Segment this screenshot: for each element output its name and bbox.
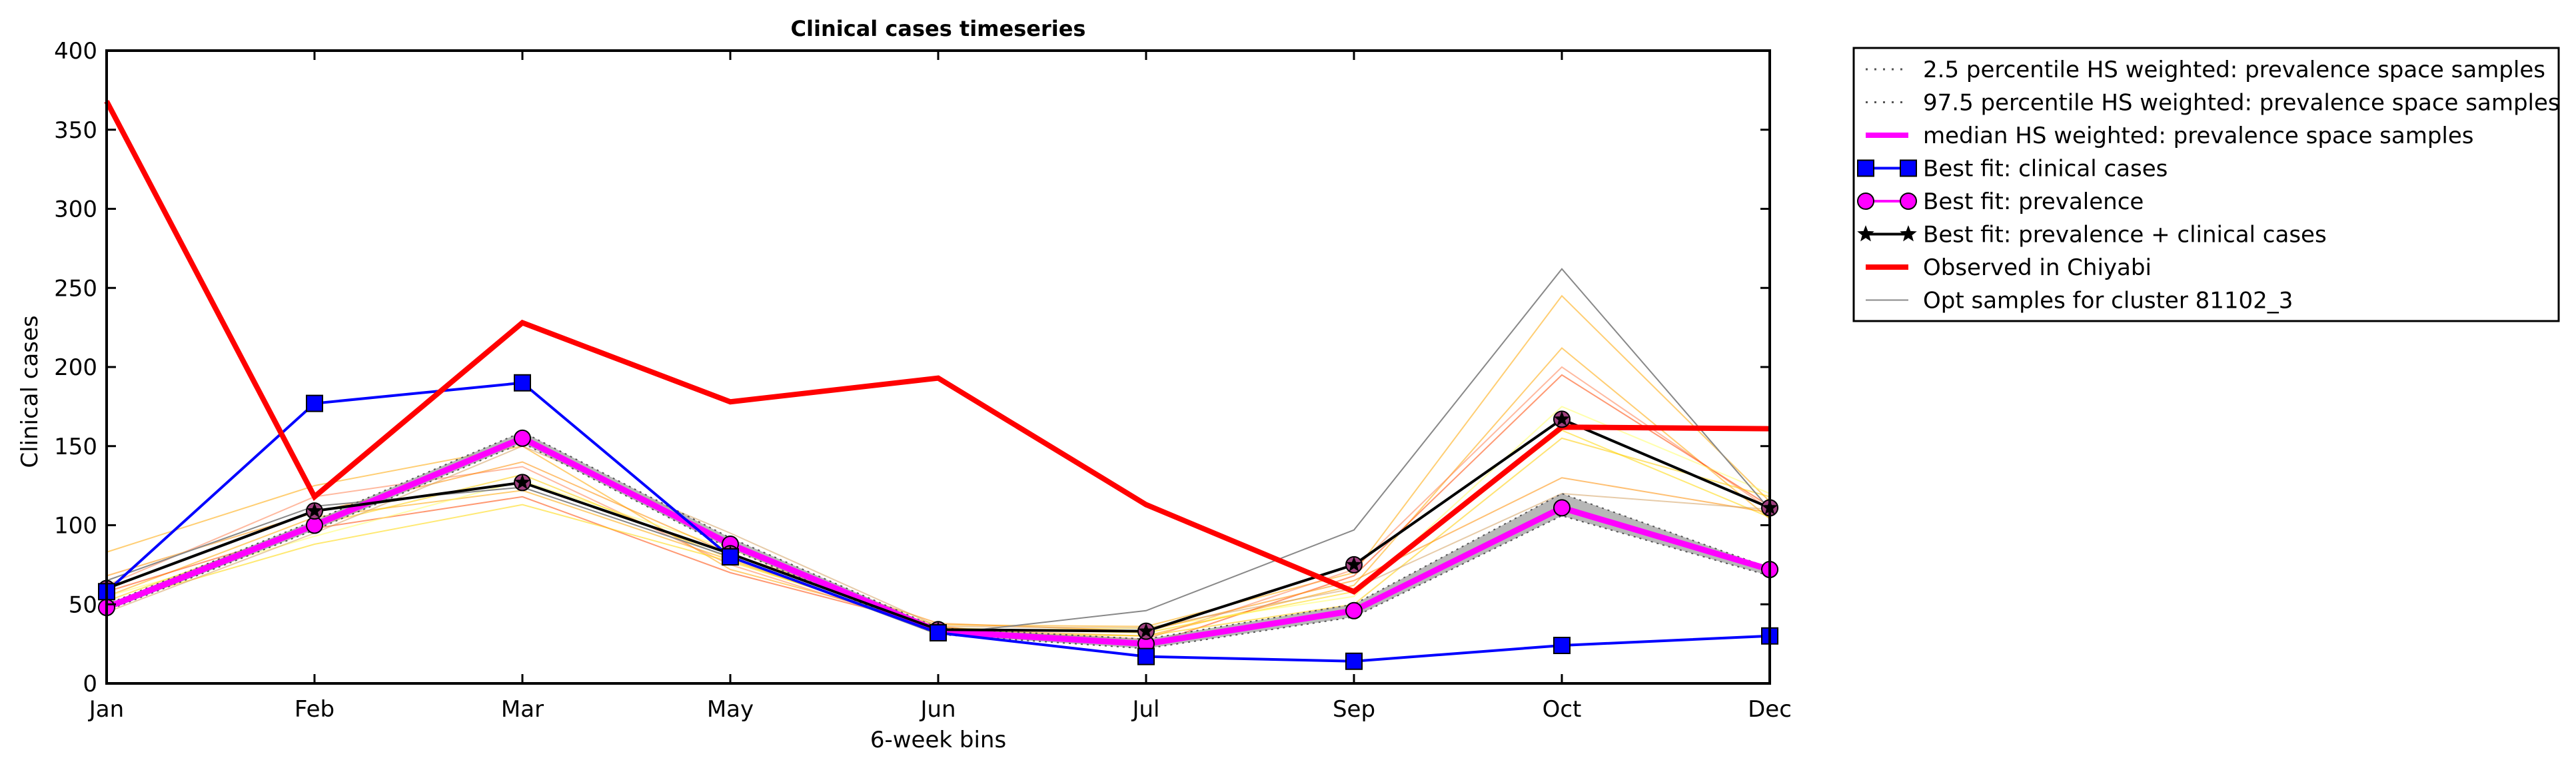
legend-marker-circle — [1900, 193, 1917, 210]
series-lines — [104, 100, 1771, 663]
sample-curve-line — [106, 437, 1770, 637]
sample-curve-line — [106, 445, 1770, 629]
best-fit-clinical-point — [306, 394, 323, 412]
x-tick-label: Sep — [1333, 696, 1375, 723]
best-fit-clinical-point — [930, 624, 947, 641]
series-line-opt-samples — [106, 268, 1770, 635]
best-fit-prevalence-point — [514, 429, 531, 447]
x-tick-label: Feb — [295, 696, 334, 723]
sample-curve-line — [106, 347, 1770, 637]
sample-curves — [106, 294, 1770, 647]
x-tick-label: Jun — [919, 696, 956, 723]
best-fit-both-star — [1346, 556, 1362, 572]
y-axis-title: Clinical cases — [17, 315, 43, 468]
x-tick-label: Oct — [1543, 696, 1582, 723]
series-line-best-fit-prevalence — [106, 437, 1770, 645]
best-fit-clinical-point — [514, 374, 531, 392]
legend-marker-square — [1857, 159, 1874, 177]
best-fit-both-star — [307, 502, 322, 518]
x-axis: Jan Feb Mar May Jun Jul Sep Oct Dec — [88, 51, 1792, 723]
sample-curve-line — [106, 461, 1770, 632]
best-fit-both-star — [1138, 623, 1154, 638]
y-tick-label: 250 — [54, 275, 97, 302]
x-tick-label: Mar — [501, 696, 544, 723]
y-tick-label: 300 — [54, 196, 97, 223]
x-axis-title: 6-week bins — [870, 727, 1006, 753]
y-tick-label: 150 — [54, 434, 97, 460]
x-tick-label: Jan — [88, 696, 124, 723]
legend-label: Opt samples for cluster 81102_3 — [1923, 288, 2293, 314]
chart-title: Clinical cases timeseries — [791, 16, 1086, 41]
y-tick-label: 0 — [83, 671, 97, 697]
legend-label: Observed in Chiyabi — [1923, 254, 2152, 281]
legend-label: Best fit: prevalence + clinical cases — [1923, 222, 2327, 248]
legend-label: 2.5 percentile HS weighted: prevalence s… — [1923, 57, 2545, 83]
x-tick-label: Jul — [1131, 696, 1159, 723]
best-fit-both-star — [1554, 410, 1570, 426]
legend-marker-star — [1857, 225, 1874, 242]
legend-label: Best fit: prevalence — [1923, 189, 2144, 215]
y-tick-label: 200 — [54, 354, 97, 381]
best-fit-prevalence-point — [1345, 601, 1363, 619]
legend-marker-star — [1900, 225, 1917, 242]
series-markers — [98, 374, 1778, 670]
best-fit-prevalence-point — [1553, 499, 1571, 517]
legend-box — [1852, 47, 2560, 322]
y-tick-label: 50 — [69, 591, 97, 618]
series-line-median — [105, 434, 1771, 647]
best-fit-clinical-point — [1553, 637, 1571, 654]
legend-label: median HS weighted: prevalence space sam… — [1923, 123, 2474, 149]
legend-marker-circle — [1857, 193, 1874, 210]
x-tick-label: Dec — [1748, 696, 1792, 723]
series-line-observed — [104, 100, 1770, 595]
legend-label: Best fit: clinical cases — [1923, 156, 2168, 183]
x-tick-label: May — [707, 696, 754, 723]
best-fit-clinical-point — [722, 548, 739, 566]
y-tick-label: 350 — [54, 117, 97, 144]
y-tick-label: 100 — [54, 513, 97, 540]
y-tick-label: 400 — [54, 38, 97, 65]
series-line-p2-5 — [106, 442, 1770, 649]
legend-marker-square — [1900, 159, 1917, 177]
best-fit-clinical-point — [1137, 647, 1155, 665]
best-fit-clinical-point — [1345, 652, 1363, 670]
best-fit-both-star — [514, 474, 530, 490]
y-axis: 0 50 100 150 200 250 300 350 400 — [54, 38, 1770, 697]
legend-label: 97.5 percentile HS weighted: prevalence … — [1923, 90, 2560, 117]
legend: 2.5 percentile HS weighted: prevalence s… — [1852, 47, 2560, 322]
plot-frame — [105, 49, 1771, 685]
